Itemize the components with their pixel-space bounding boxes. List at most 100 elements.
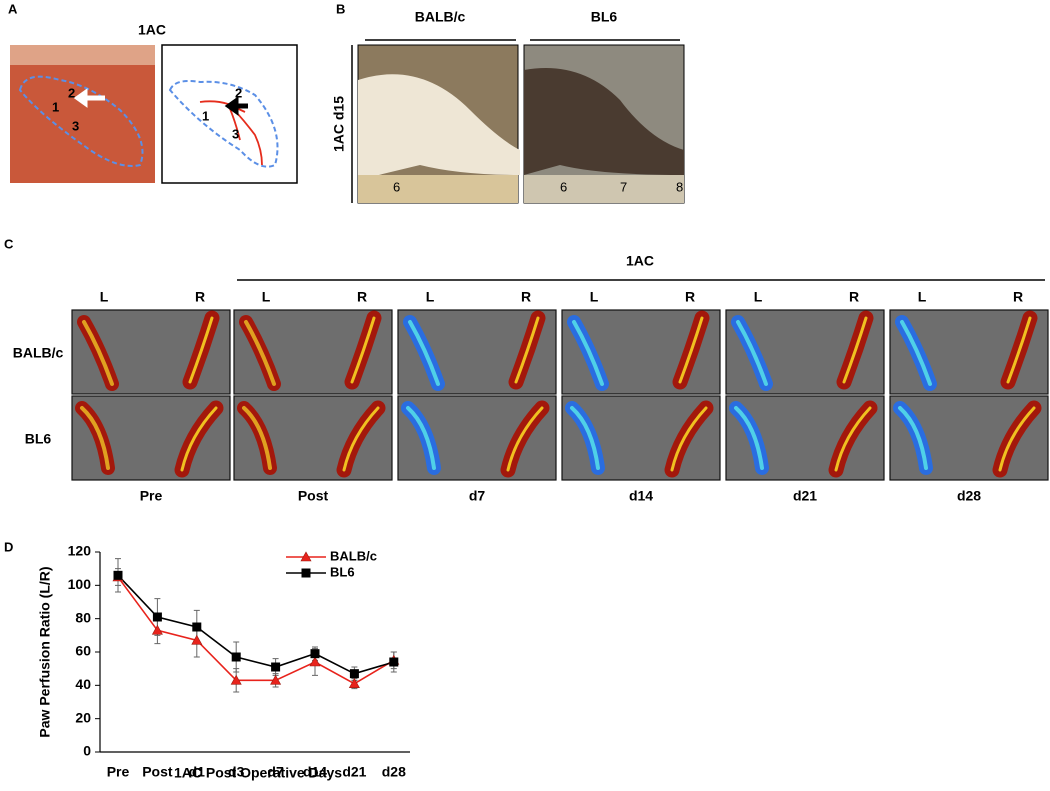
- vessel-label: 1: [202, 108, 209, 123]
- row-label: BALB/c: [13, 345, 64, 361]
- left-paw-edge: [570, 406, 600, 470]
- right-paw-edge: [506, 406, 544, 472]
- x-tick-label: Post: [142, 764, 173, 780]
- panel-label: A: [8, 1, 18, 16]
- left-paw-edge: [734, 406, 764, 470]
- panel-title: 1AC: [138, 22, 166, 38]
- data-point: [151, 624, 163, 635]
- ruler: [358, 175, 518, 203]
- left-paw-edge: [82, 320, 114, 386]
- side-label: R: [357, 289, 367, 305]
- x-axis-title: 1AC Post Operative Days: [174, 765, 342, 781]
- y-tick-label: 60: [75, 643, 91, 659]
- y-tick-label: 20: [75, 709, 91, 725]
- data-point: [152, 612, 162, 622]
- vessel-label: 2: [68, 85, 75, 100]
- column-label: Post: [298, 488, 329, 504]
- arrow: [224, 96, 248, 116]
- left-paw-edge: [898, 406, 928, 470]
- mouse-body: [524, 68, 684, 175]
- perfusion-image: [397, 395, 557, 481]
- perfusion-image: [71, 395, 231, 481]
- side-label: R: [1013, 289, 1023, 305]
- legend-label: BL6: [330, 564, 355, 579]
- panel-label: C: [4, 236, 14, 251]
- left-paw-edge: [408, 320, 440, 386]
- y-tick-label: 0: [83, 743, 91, 759]
- x-tick-label: d7: [267, 764, 284, 780]
- y-tick-label: 120: [68, 543, 92, 559]
- y-axis-title: Paw Perfusion Ratio (L/R): [37, 566, 53, 737]
- fur: [10, 45, 155, 65]
- column-label: d28: [957, 488, 981, 504]
- data-point: [389, 657, 399, 667]
- column-label: BL6: [591, 9, 618, 25]
- vessel-label: 2: [235, 85, 242, 100]
- column-label: d7: [469, 488, 486, 504]
- side-label: R: [521, 289, 531, 305]
- left-paw-edge: [242, 406, 272, 470]
- right-paw-edge: [670, 406, 708, 472]
- data-point: [310, 649, 320, 659]
- column-label: d21: [793, 488, 817, 504]
- y-tick-label: 40: [75, 676, 91, 692]
- right-paw-edge: [678, 316, 704, 384]
- side-label: R: [849, 289, 859, 305]
- data-point: [113, 570, 123, 580]
- ruler-number: 7: [620, 179, 627, 194]
- outline: [168, 80, 279, 168]
- vessel-label: 3: [72, 118, 79, 133]
- data-point: [230, 674, 242, 685]
- left-paw-edge: [244, 320, 276, 386]
- data-point: [192, 622, 202, 632]
- legend-marker: [301, 568, 311, 578]
- mouse-body: [358, 74, 520, 180]
- data-point: [348, 678, 360, 688]
- side-label: R: [195, 289, 205, 305]
- right-paw-edge: [834, 406, 872, 472]
- right-paw-edge: [188, 316, 214, 384]
- group-label: 1AC: [626, 253, 654, 269]
- vessel-label: 3: [232, 126, 239, 141]
- series-line: [117, 574, 395, 675]
- right-paw-edge: [998, 406, 1036, 472]
- y-tick-label: 80: [75, 609, 91, 625]
- side-label: L: [918, 289, 927, 305]
- ruler-number: 8: [676, 179, 683, 194]
- left-paw-edge: [900, 320, 932, 386]
- side-label: L: [426, 289, 435, 305]
- legend-marker: [300, 551, 312, 562]
- data-point: [349, 669, 359, 679]
- x-tick-label: d3: [228, 764, 245, 780]
- row-label: 1AC d15: [331, 96, 347, 152]
- side-label: L: [100, 289, 109, 305]
- legend-label: BALB/c: [330, 548, 377, 563]
- x-tick-label: d14: [303, 764, 327, 780]
- ruler-number: 6: [393, 179, 400, 194]
- x-tick-label: d1: [189, 764, 206, 780]
- right-paw-edge: [342, 406, 380, 472]
- vessel-label: 1: [52, 99, 59, 114]
- diagram-box: [161, 44, 298, 184]
- side-label: L: [590, 289, 599, 305]
- right-paw-edge: [350, 316, 376, 384]
- side-label: R: [685, 289, 695, 305]
- column-label: Pre: [140, 488, 163, 504]
- row-label: BL6: [25, 431, 52, 447]
- left-paw-edge: [572, 320, 604, 386]
- series-line: [117, 576, 395, 685]
- data-point: [270, 674, 282, 685]
- right-paw-edge: [842, 316, 868, 384]
- outline: [18, 75, 144, 167]
- column-label: BALB/c: [415, 9, 466, 25]
- left-paw-edge: [736, 320, 768, 386]
- data-point: [191, 634, 203, 645]
- right-paw-edge: [514, 316, 540, 384]
- ruler: [524, 175, 684, 203]
- data-point: [309, 656, 321, 667]
- x-tick-label: d21: [342, 764, 366, 780]
- panel-label: B: [336, 1, 345, 16]
- panel-label: D: [4, 539, 13, 554]
- y-tick-label: 100: [68, 576, 92, 592]
- surgery-photo: [10, 45, 155, 183]
